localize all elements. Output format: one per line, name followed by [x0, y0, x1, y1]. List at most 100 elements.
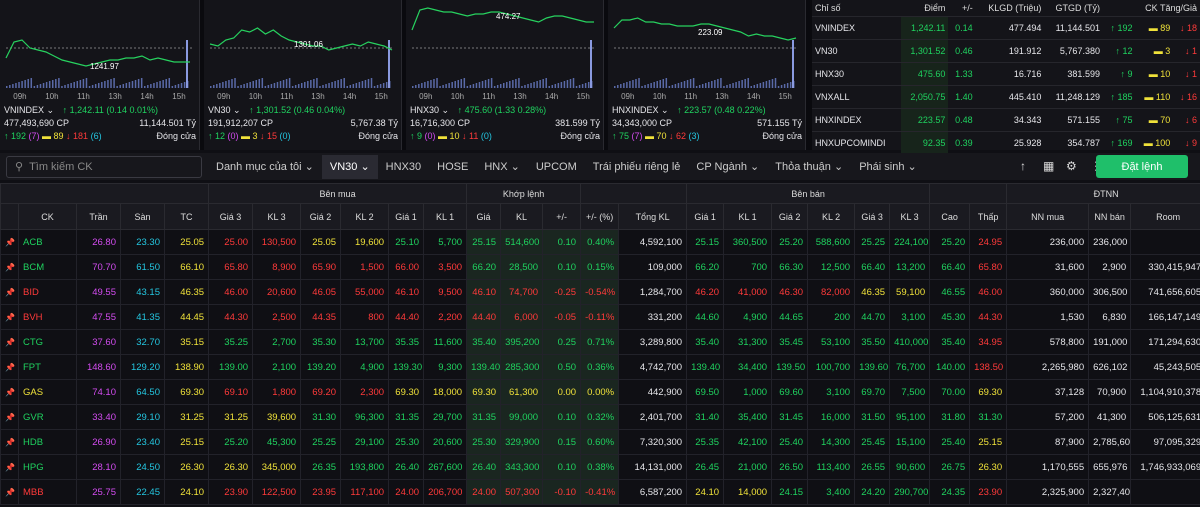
- tab-phái-sinh[interactable]: Phái sinh ⌄: [859, 161, 917, 173]
- pin-icon[interactable]: 📌: [0, 404, 19, 430]
- table-row[interactable]: 📌 FPT 148.60 129.20 138.90 139.00 2,100 139.20 4…: [0, 354, 1200, 380]
- table-row[interactable]: 📌 CTG 37.60 32.70 35.15 35.25 2,700 35.30 13,700…: [0, 329, 1200, 355]
- table-row[interactable]: 📌 GVR 33.40 29.10 31.25 31.25 39,600 31.30 96,30…: [0, 404, 1200, 430]
- column-header[interactable]: Sàn: [120, 203, 165, 230]
- tab-cp-ngành[interactable]: CP Ngành ⌄: [696, 161, 760, 173]
- gear-icon[interactable]: ⚙: [1066, 159, 1077, 173]
- column-header[interactable]: Trần: [76, 203, 121, 230]
- column-header[interactable]: +/- (%): [580, 203, 620, 230]
- index-chart-hnx30[interactable]: 474.27 09h 10h 11h 13h 14h 15h HNX30 ⌄ ↑ 475.60…: [406, 0, 604, 150]
- tab-trái-phiếu-riêng-lẻ[interactable]: Trái phiếu riêng lẻ: [592, 160, 681, 173]
- column-header[interactable]: Giá 1: [686, 203, 725, 230]
- arrow-up-icon[interactable]: ↑: [1020, 159, 1026, 173]
- table-row[interactable]: 📌 HDB 26.90 23.40 25.15 25.20 45,300 25.25 29,10…: [0, 429, 1200, 455]
- index-row[interactable]: VNXALL 2,050.75 1.40 445.410 11,248.129 ↑ 185…: [812, 85, 1200, 109]
- column-header[interactable]: Thấp: [969, 203, 1008, 230]
- pin-icon[interactable]: 📌: [0, 279, 19, 305]
- symbol-cell[interactable]: FPT: [18, 354, 77, 380]
- symbol-cell[interactable]: CTG: [18, 329, 77, 355]
- symbol-cell[interactable]: HDB: [18, 429, 77, 455]
- pin-icon[interactable]: 📌: [0, 454, 19, 480]
- column-header[interactable]: Giá 1: [388, 203, 425, 230]
- column-header[interactable]: TC: [163, 203, 210, 230]
- column-header[interactable]: NN mua: [1006, 203, 1090, 230]
- table-row[interactable]: 📌 ACB 26.80 23.30 25.05 25.00 130,500 25.05 19,6…: [0, 229, 1200, 255]
- time-tick: 13h: [311, 92, 325, 101]
- column-header[interactable]: KL 1: [423, 203, 468, 230]
- pin-icon[interactable]: 📌: [0, 379, 19, 405]
- index-chart-hnxindex[interactable]: 223.09 09h 10h 11h 13h 14h 15h HNXINDEX ⌄ ↑ 223…: [608, 0, 806, 150]
- data-cell: 66.30: [771, 254, 809, 280]
- data-cell: 43.15: [120, 279, 165, 305]
- search-input[interactable]: ⚲ Tìm kiếm CK: [6, 155, 202, 178]
- symbol-cell[interactable]: GAS: [18, 379, 77, 405]
- column-header[interactable]: NN bán: [1088, 203, 1132, 230]
- table-row[interactable]: 📌 HPG 28.10 24.50 26.30 26.30 345,000 26.35 193,…: [0, 454, 1200, 480]
- column-header[interactable]: Cao: [929, 203, 971, 230]
- data-cell: 267,600: [423, 454, 468, 480]
- index-row[interactable]: VNINDEX 1,242.11 0.14 477.494 11,144.501 ↑ 19…: [812, 16, 1200, 40]
- table-row[interactable]: 📌 MBB 25.75 22.45 24.10 23.90 122,500 23.95 117,…: [0, 479, 1200, 505]
- tab-hnx30[interactable]: HNX30: [385, 160, 422, 173]
- pin-icon[interactable]: 📌: [0, 479, 19, 505]
- index-row[interactable]: HNX30 475.60 1.33 16.716 381.599 ↑ 9 ▬ 10 ↓ 1: [812, 62, 1200, 86]
- session-status: Đóng cửa: [560, 131, 600, 141]
- data-cell: 44.40: [466, 304, 502, 330]
- column-header[interactable]: KL 3: [889, 203, 931, 230]
- data-cell: 26.40: [388, 454, 425, 480]
- index-row[interactable]: VN30 1,301.52 0.46 191.912 5,767.380 ↑ 12 ▬ 3 ↓…: [812, 39, 1200, 63]
- symbol-cell[interactable]: BID: [18, 279, 77, 305]
- column-header[interactable]: +/-: [542, 203, 582, 230]
- data-cell: 32.70: [120, 329, 165, 355]
- column-header[interactable]: Giá 3: [208, 203, 254, 230]
- index-row[interactable]: HNXINDEX 223.57 0.48 34.343 571.155 ↑ 75 ▬ 70 ↓…: [812, 108, 1200, 132]
- pin-icon[interactable]: 📌: [0, 354, 19, 380]
- symbol-cell[interactable]: MBB: [18, 479, 77, 505]
- pin-icon[interactable]: 📌: [0, 329, 19, 355]
- data-cell: 0.71%: [580, 329, 620, 355]
- data-cell: 166,147,149: [1130, 304, 1200, 330]
- tab-hnx[interactable]: HNX ⌄: [484, 161, 520, 173]
- index-cell: 0.39: [948, 131, 976, 155]
- index-chart-vnindex[interactable]: 1241.97 09h 10h 11h 13h 14h 15h VNINDEX ⌄ ↑ 1,2…: [0, 0, 200, 150]
- column-header[interactable]: KL 2: [807, 203, 856, 230]
- column-header[interactable]: KL 3: [252, 203, 302, 230]
- tab-upcom[interactable]: UPCOM: [535, 160, 577, 173]
- tab-thỏa-thuận[interactable]: Thỏa thuận ⌄: [775, 161, 844, 173]
- table-row[interactable]: 📌 BID 49.55 43.15 46.35 46.00 20,600 46.05 55,00…: [0, 279, 1200, 305]
- column-header[interactable]: KL: [500, 203, 544, 230]
- data-cell: 29.10: [120, 404, 165, 430]
- index-row[interactable]: HNXUPCOMINDI 92.35 0.39 25.928 354.787 ↑ 169 ▬…: [812, 131, 1200, 155]
- tab-vn30[interactable]: VN30 ⌄: [321, 154, 378, 179]
- column-header[interactable]: Giá 2: [771, 203, 809, 230]
- symbol-cell[interactable]: GVR: [18, 404, 77, 430]
- symbol-cell[interactable]: HPG: [18, 454, 77, 480]
- column-header[interactable]: Tổng KL: [618, 203, 688, 230]
- table-row[interactable]: 📌 BVH 47.55 41.35 44.45 44.30 2,500 44.35 800 44.…: [0, 304, 1200, 330]
- sparkline: [209, 27, 394, 88]
- column-header[interactable]: KL 1: [723, 203, 773, 230]
- pin-icon[interactable]: 📌: [0, 229, 19, 255]
- table-row[interactable]: 📌 BCM 70.70 61.50 66.10 65.80 8,900 65.90 1,500 6…: [0, 254, 1200, 280]
- export-excel-icon[interactable]: ▦: [1043, 159, 1055, 173]
- pin-icon[interactable]: 📌: [0, 254, 19, 280]
- column-header[interactable]: Giá: [466, 203, 502, 230]
- symbol-cell[interactable]: BCM: [18, 254, 77, 280]
- column-header[interactable]: CK: [18, 203, 77, 230]
- table-row[interactable]: 📌 GAS 74.10 64.50 69.30 69.10 1,800 69.20 2,300 6…: [0, 379, 1200, 405]
- data-cell: 23.40: [120, 429, 165, 455]
- symbol-cell[interactable]: ACB: [18, 229, 77, 255]
- column-header[interactable]: Giá 3: [854, 203, 891, 230]
- column-header[interactable]: KL 2: [340, 203, 390, 230]
- index-chart-vn30[interactable]: 1301.06 09h 10h 11h 13h 14h 15h VN30 ⌄ ↑ 1,301.…: [204, 0, 402, 150]
- symbol-cell[interactable]: BVH: [18, 304, 77, 330]
- tab-hose[interactable]: HOSE: [437, 160, 469, 173]
- data-cell: 66.10: [163, 254, 210, 280]
- column-header[interactable]: Giá 2: [300, 203, 342, 230]
- data-cell: 2,325,900: [1006, 479, 1090, 505]
- pin-icon[interactable]: 📌: [0, 304, 19, 330]
- column-header[interactable]: Room: [1130, 203, 1200, 230]
- tab-danh-mục-của-tôi[interactable]: Danh mục của tôi ⌄: [216, 161, 314, 173]
- pin-icon[interactable]: 📌: [0, 429, 19, 455]
- place-order-button[interactable]: Đặt lệnh: [1096, 155, 1188, 178]
